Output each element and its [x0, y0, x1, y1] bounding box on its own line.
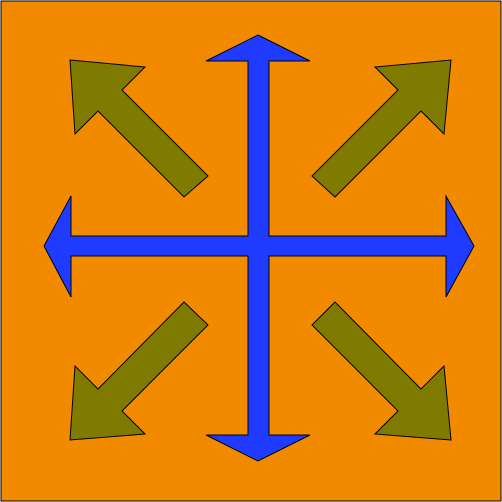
arrow-up-left-icon [69, 59, 209, 198]
arrow-up-right-icon [311, 59, 452, 198]
arrow-cross-icon [43, 34, 475, 462]
arrow-down-left-icon [69, 301, 209, 441]
arrow-down-right-icon [311, 301, 452, 441]
